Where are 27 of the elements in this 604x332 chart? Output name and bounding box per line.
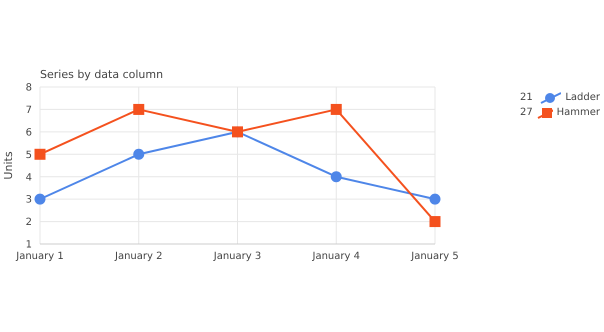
x-tick-label: January 4 (312, 251, 360, 262)
point (34, 148, 46, 160)
point (430, 216, 440, 228)
point (330, 171, 342, 182)
point (430, 194, 440, 205)
text: 21 (520, 92, 533, 103)
x-tick-label: January 1 (15, 251, 64, 262)
text: 27 (520, 107, 533, 118)
y-tick-label: 5 (26, 150, 32, 161)
x-tick-label: January 3 (212, 251, 262, 262)
point (133, 148, 144, 160)
y-tick-label: 3 (26, 194, 32, 206)
x-tick-label: January 5 (410, 251, 459, 262)
y-tick-label: 6 (26, 127, 32, 138)
point (133, 104, 144, 115)
y-axis-title: Units (2, 151, 15, 180)
y-tick-label: 1 (26, 240, 32, 251)
legend-label: Ladder (565, 92, 600, 103)
y-tick-label: 4 (26, 172, 32, 184)
legend-label: Hammer (556, 107, 600, 118)
y-tick-label: 7 (26, 104, 32, 116)
point (330, 104, 342, 115)
point (34, 194, 46, 205)
y-tick-label: 8 (26, 82, 32, 94)
chart-title: Series by data column (40, 68, 164, 81)
y-tick-label: 2 (26, 217, 32, 228)
x-tick-label: January 2 (114, 251, 162, 262)
